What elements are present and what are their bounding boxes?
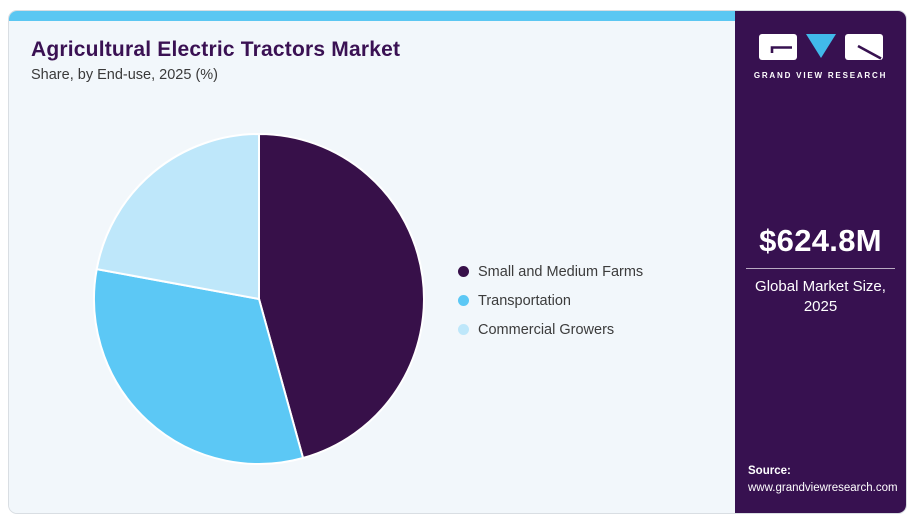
legend-swatch-icon <box>458 324 469 335</box>
legend-swatch-icon <box>458 266 469 277</box>
market-size-label-line1: Global Market Size, <box>755 278 886 295</box>
legend-label: Commercial Growers <box>478 321 615 338</box>
legend-label: Transportation <box>478 292 571 309</box>
source-label: Source: <box>748 464 791 477</box>
legend-item: Small and Medium Farms <box>458 263 643 280</box>
pie-chart <box>91 131 427 467</box>
gvr-logo: GRAND VIEW RESEARCH <box>735 34 906 80</box>
page-title: Agricultural Electric Tractors Market <box>31 38 401 61</box>
pie-slice-1 <box>258 133 425 460</box>
infographic-card: Agricultural Electric Tractors Market Sh… <box>8 10 907 514</box>
legend-item: Commercial Growers <box>458 321 643 338</box>
top-accent-bar <box>9 11 735 21</box>
pie-slice-3 <box>95 133 260 300</box>
brand-sidebar: GRAND VIEW RESEARCH $624.8M Global Marke… <box>735 11 906 513</box>
pie-slice-2 <box>93 268 305 465</box>
source-url: www.grandviewresearch.com <box>748 481 898 494</box>
chart-panel: Agricultural Electric Tractors Market Sh… <box>9 11 735 513</box>
chart-legend: Small and Medium Farms Transportation Co… <box>458 263 643 350</box>
source-block: Source: www.grandviewresearch.com <box>748 463 898 498</box>
market-size-value: $624.8M <box>759 223 882 258</box>
chart-header: Agricultural Electric Tractors Market Sh… <box>9 21 735 83</box>
gvr-logo-icon <box>758 34 883 60</box>
divider <box>746 268 895 269</box>
legend-swatch-icon <box>458 295 469 306</box>
market-size-block: $624.8M Global Market Size, 2025 <box>735 223 906 318</box>
chart-subtitle: Share, by End-use, 2025 (%) <box>31 67 218 83</box>
brand-name: GRAND VIEW RESEARCH <box>753 71 888 80</box>
market-size-label: Global Market Size, 2025 <box>746 277 895 318</box>
pie-chart-svg <box>93 133 425 465</box>
market-size-label-line2: 2025 <box>803 298 838 316</box>
legend-label: Small and Medium Farms <box>478 263 644 280</box>
legend-item: Transportation <box>458 292 643 309</box>
